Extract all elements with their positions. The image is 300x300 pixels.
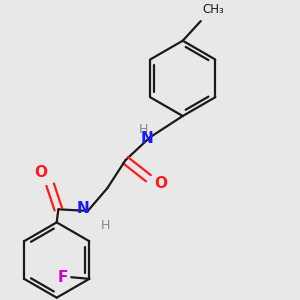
Text: N: N <box>140 131 153 146</box>
Text: H: H <box>101 219 110 232</box>
Text: H: H <box>139 123 148 136</box>
Text: O: O <box>34 165 47 180</box>
Text: N: N <box>77 201 89 216</box>
Text: CH₃: CH₃ <box>202 3 224 16</box>
Text: O: O <box>154 176 167 190</box>
Text: F: F <box>58 270 68 285</box>
